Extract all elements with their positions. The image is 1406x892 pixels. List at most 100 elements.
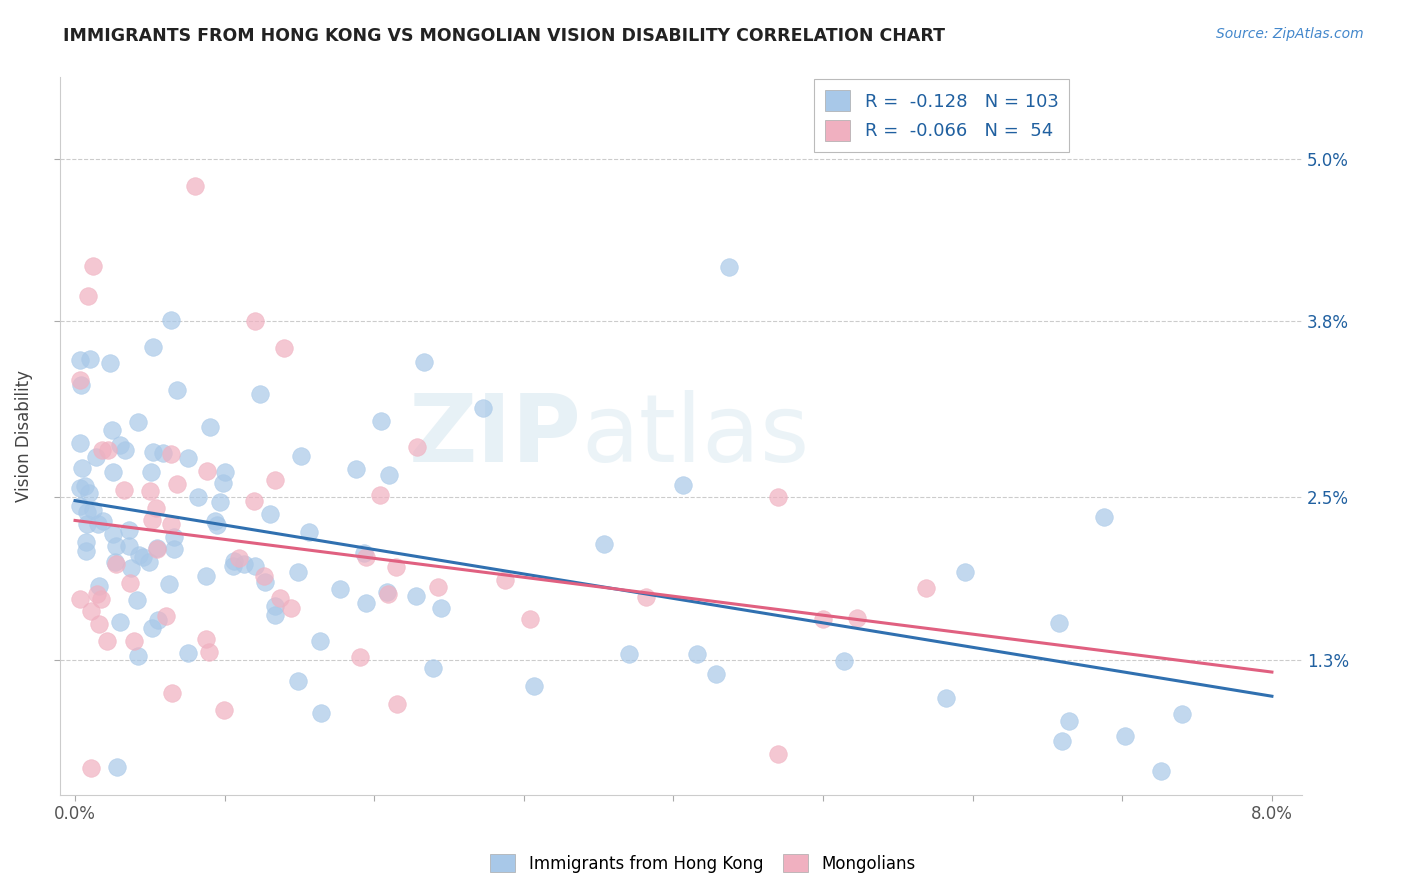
Point — [87, 617, 110, 632]
Point — [354, 549, 377, 564]
Point — [69, 353, 91, 368]
Point — [718, 260, 741, 274]
Point — [377, 587, 399, 601]
Point — [422, 661, 444, 675]
Point — [90, 592, 112, 607]
Point — [228, 551, 250, 566]
Point — [406, 440, 429, 454]
Point — [160, 313, 183, 327]
Point — [131, 549, 153, 564]
Point — [101, 423, 124, 437]
Point — [385, 697, 408, 711]
Point — [80, 761, 103, 775]
Point — [76, 517, 98, 532]
Point — [354, 597, 377, 611]
Point — [214, 465, 236, 479]
Point — [91, 442, 114, 457]
Point — [811, 612, 834, 626]
Point — [104, 539, 127, 553]
Point — [87, 516, 110, 531]
Point — [128, 548, 150, 562]
Point — [953, 566, 976, 580]
Point — [1057, 714, 1080, 729]
Point — [287, 674, 309, 689]
Point — [166, 477, 188, 491]
Point — [141, 622, 163, 636]
Point — [120, 576, 142, 591]
Point — [519, 612, 541, 626]
Point — [405, 590, 427, 604]
Point — [96, 634, 118, 648]
Point — [368, 488, 391, 502]
Point — [207, 518, 229, 533]
Point — [146, 541, 169, 556]
Point — [269, 591, 291, 606]
Point — [253, 569, 276, 583]
Point — [69, 592, 91, 607]
Point — [98, 356, 121, 370]
Point — [309, 634, 332, 648]
Point — [157, 577, 180, 591]
Point — [138, 555, 160, 569]
Point — [273, 341, 295, 355]
Point — [221, 559, 243, 574]
Point — [75, 543, 97, 558]
Point — [1047, 615, 1070, 630]
Point — [145, 501, 167, 516]
Point — [108, 615, 131, 629]
Point — [105, 760, 128, 774]
Text: ZIP: ZIP — [409, 391, 582, 483]
Point — [79, 351, 101, 366]
Point — [146, 541, 169, 556]
Point — [426, 580, 449, 594]
Point — [287, 565, 309, 579]
Point — [177, 451, 200, 466]
Point — [471, 401, 494, 416]
Point — [79, 604, 101, 618]
Point — [69, 436, 91, 450]
Point — [195, 569, 218, 583]
Point — [86, 587, 108, 601]
Point — [259, 508, 281, 522]
Point — [114, 443, 136, 458]
Point — [195, 632, 218, 647]
Point — [208, 495, 231, 509]
Point — [127, 415, 149, 429]
Point — [75, 534, 97, 549]
Point — [118, 539, 141, 553]
Point — [77, 289, 100, 303]
Point — [263, 599, 285, 613]
Point — [412, 354, 434, 368]
Point — [82, 259, 104, 273]
Point — [183, 178, 205, 193]
Point — [163, 541, 186, 556]
Point — [523, 679, 546, 693]
Point — [378, 467, 401, 482]
Point — [1150, 764, 1173, 778]
Point — [222, 554, 245, 568]
Point — [187, 491, 209, 505]
Point — [141, 513, 163, 527]
Point — [73, 479, 96, 493]
Text: IMMIGRANTS FROM HONG KONG VS MONGOLIAN VISION DISABILITY CORRELATION CHART: IMMIGRANTS FROM HONG KONG VS MONGOLIAN V… — [63, 27, 945, 45]
Point — [152, 446, 174, 460]
Legend: Immigrants from Hong Kong, Mongolians: Immigrants from Hong Kong, Mongolians — [484, 847, 922, 880]
Point — [329, 582, 352, 596]
Point — [1171, 706, 1194, 721]
Point — [846, 611, 869, 625]
Point — [935, 691, 957, 706]
Point — [197, 645, 219, 659]
Point — [139, 465, 162, 479]
Point — [160, 447, 183, 461]
Point — [69, 500, 91, 514]
Point — [93, 514, 115, 528]
Point — [204, 514, 226, 528]
Point — [671, 478, 693, 492]
Point — [249, 386, 271, 401]
Point — [280, 601, 302, 615]
Legend: R =  -0.128   N = 103, R =  -0.066   N =  54: R = -0.128 N = 103, R = -0.066 N = 54 — [814, 79, 1070, 152]
Point — [375, 584, 398, 599]
Point — [349, 650, 371, 665]
Point — [243, 314, 266, 328]
Point — [166, 383, 188, 397]
